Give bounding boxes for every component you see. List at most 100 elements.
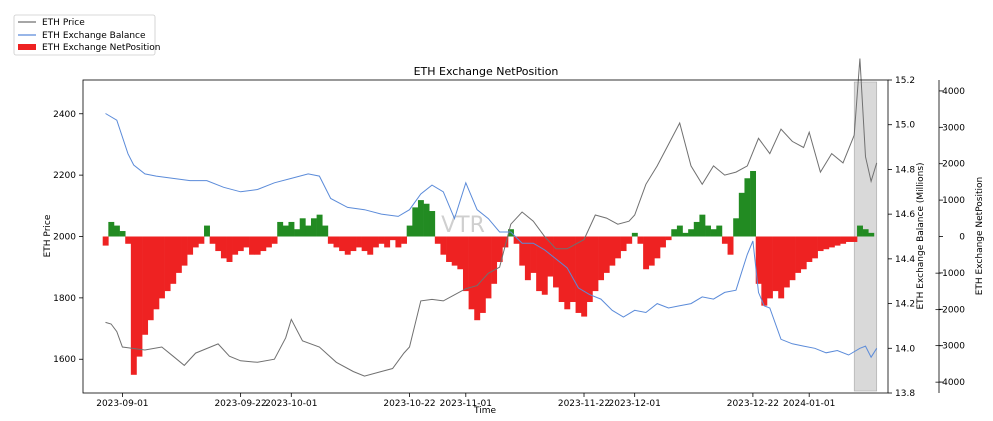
x-tick-label: 2023-09-22 [214,399,266,409]
netposition-bar [226,236,233,262]
x-tick-label: 2023-10-22 [383,399,435,409]
netposition-bar [744,178,751,237]
left-axis-ticks: 1600 1800 2000 2200 2400 [53,110,83,365]
netposition-bar [654,236,661,259]
netposition-bar [750,170,757,237]
netposition-bar [721,236,728,244]
legend-label-eth-price: ETH Price [42,18,85,28]
x-tick-label: 2023-12-01 [609,399,661,409]
netposition-bar [789,236,796,281]
netposition-bar [676,225,683,237]
netposition-bar [142,236,149,335]
balance-axis-ticks: 13.8 14.0 14.2 14.4 14.6 14.8 15.0 15.2 [888,76,915,399]
netposition-bar [558,236,565,303]
netposition-bar [305,225,312,237]
netposition-bar [288,221,295,237]
netposition-axis-label: ETH Exchange NetPosition [975,177,985,296]
netposition-bar [868,232,875,237]
netposition-bar [795,236,802,273]
netposition-tick-label: −1000 [935,269,966,279]
netposition-bar [648,236,655,266]
netposition-bar [491,236,498,284]
netposition-bar [136,236,143,357]
netposition-bar [817,236,824,252]
legend-swatch-eth-exchange-netposition [18,44,36,50]
netposition-bar [733,218,740,237]
netposition-bar [356,236,362,248]
x-tick-label: 2023-12-22 [727,399,779,409]
left-tick-label: 1800 [53,294,76,304]
netposition-bar [282,225,289,237]
netposition-bar [243,236,250,248]
left-tick-label: 2400 [53,110,76,120]
eth-price-line [105,58,878,377]
netposition-bar [496,236,503,262]
netposition-bar [299,218,306,237]
netposition-bar [406,225,413,237]
netposition-bar [778,236,785,299]
netposition-bars [102,170,875,375]
netposition-bar [125,236,132,244]
netposition-bar [350,236,357,252]
netposition-bar [682,232,689,237]
netposition-bar [738,192,745,237]
netposition-bar [113,225,120,237]
netposition-tick-label: 2000 [942,160,965,170]
left-tick-label: 2000 [53,233,76,243]
netposition-tick-label: 3000 [942,123,965,133]
netposition-bar [192,236,199,248]
netposition-bar [592,236,599,292]
netposition-bar [277,221,284,237]
netposition-tick-label: −2000 [935,305,966,315]
netposition-bar [609,236,616,266]
netposition-bar [772,236,779,292]
netposition-bar [468,236,475,310]
netposition-bar [457,236,464,270]
netposition-bar [783,236,790,288]
netposition-tick-label: 1000 [942,196,965,206]
netposition-bar [705,225,711,237]
netposition-bar [530,236,537,273]
netposition-bar [367,236,374,255]
netposition-bar [423,203,430,237]
balance-tick-label: 14.8 [895,165,915,175]
netposition-bar [637,236,644,244]
netposition-bar [322,225,329,237]
netposition-bar [294,229,301,237]
netposition-bar [220,236,227,259]
netposition-bar [519,236,526,266]
netposition-bar [569,236,576,303]
balance-tick-label: 13.8 [895,389,915,399]
netposition-bar [434,236,441,244]
netposition-bar [451,236,458,266]
netposition-bar [333,236,340,248]
netposition-bar [513,236,520,244]
netposition-bar [575,236,582,313]
netposition-bar [755,236,762,284]
netposition-tick-label: −3000 [935,342,966,352]
netposition-bar [265,236,272,248]
x-tick-label: 2023-11-22 [558,399,610,409]
netposition-bar [181,236,188,266]
legend: ETH Price ETH Exchange Balance ETH Excha… [13,14,161,56]
balance-tick-label: 14.2 [895,300,915,310]
netposition-bar [170,236,177,284]
netposition-bar [766,236,773,299]
netposition-bar [564,236,571,310]
netposition-bar [344,236,351,255]
netposition-bar [175,236,182,273]
netposition-bar [260,236,267,252]
netposition-bar [806,236,813,262]
netposition-bar [614,236,621,259]
netposition-bar [327,236,334,244]
netposition-bar [586,236,593,303]
netposition-bar [485,236,492,299]
netposition-tick-label: 4000 [942,87,965,97]
netposition-bar [581,236,588,317]
netposition-bar [153,236,160,310]
netposition-bar [389,236,396,241]
netposition-bar [547,236,554,277]
netposition-bar [761,236,768,306]
netposition-bar [158,236,165,299]
netposition-bar [643,236,650,270]
